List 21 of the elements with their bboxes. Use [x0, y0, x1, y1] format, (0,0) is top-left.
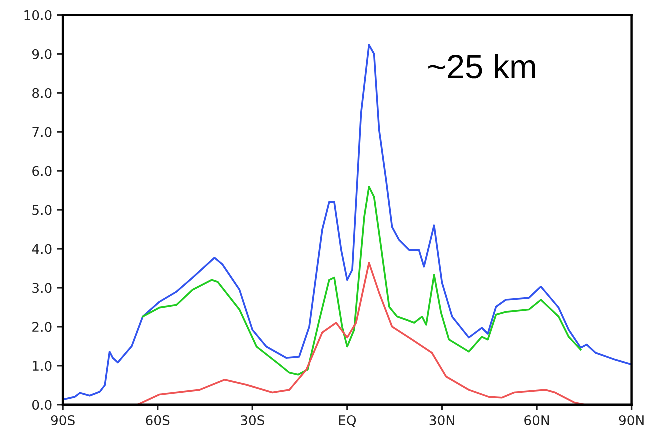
y-tick-label: 1.0	[33, 361, 52, 372]
line-series	[63, 44, 632, 401]
y-tick-label: 3.0	[32, 283, 52, 294]
y-tick-label: 7.0	[32, 127, 52, 138]
x-tick-label: 90N	[619, 416, 644, 426]
line-series	[142, 186, 582, 376]
x-tick-label: 30N	[430, 416, 454, 426]
y-tick-label: 4.0	[32, 244, 52, 254]
x-tick-label: 90S	[51, 416, 75, 426]
y-tick-label: 9.0	[32, 49, 52, 60]
y-tick-label: 10.0	[24, 10, 52, 20]
y-tick-label: 5.0	[32, 205, 52, 216]
x-tick-label: 60S	[146, 416, 170, 426]
x-tick-label: 60N	[524, 416, 550, 426]
y-tick-label: 2.0	[32, 322, 52, 332]
x-tick-label: EQ	[339, 416, 356, 427]
y-tick-label: 6.0	[32, 166, 52, 176]
annotation: ~25 km	[428, 54, 536, 79]
y-tick-label: 8.0	[32, 88, 52, 98]
x-tick-label: 30S	[241, 416, 264, 426]
y-tick-label: 0.0	[32, 400, 52, 410]
